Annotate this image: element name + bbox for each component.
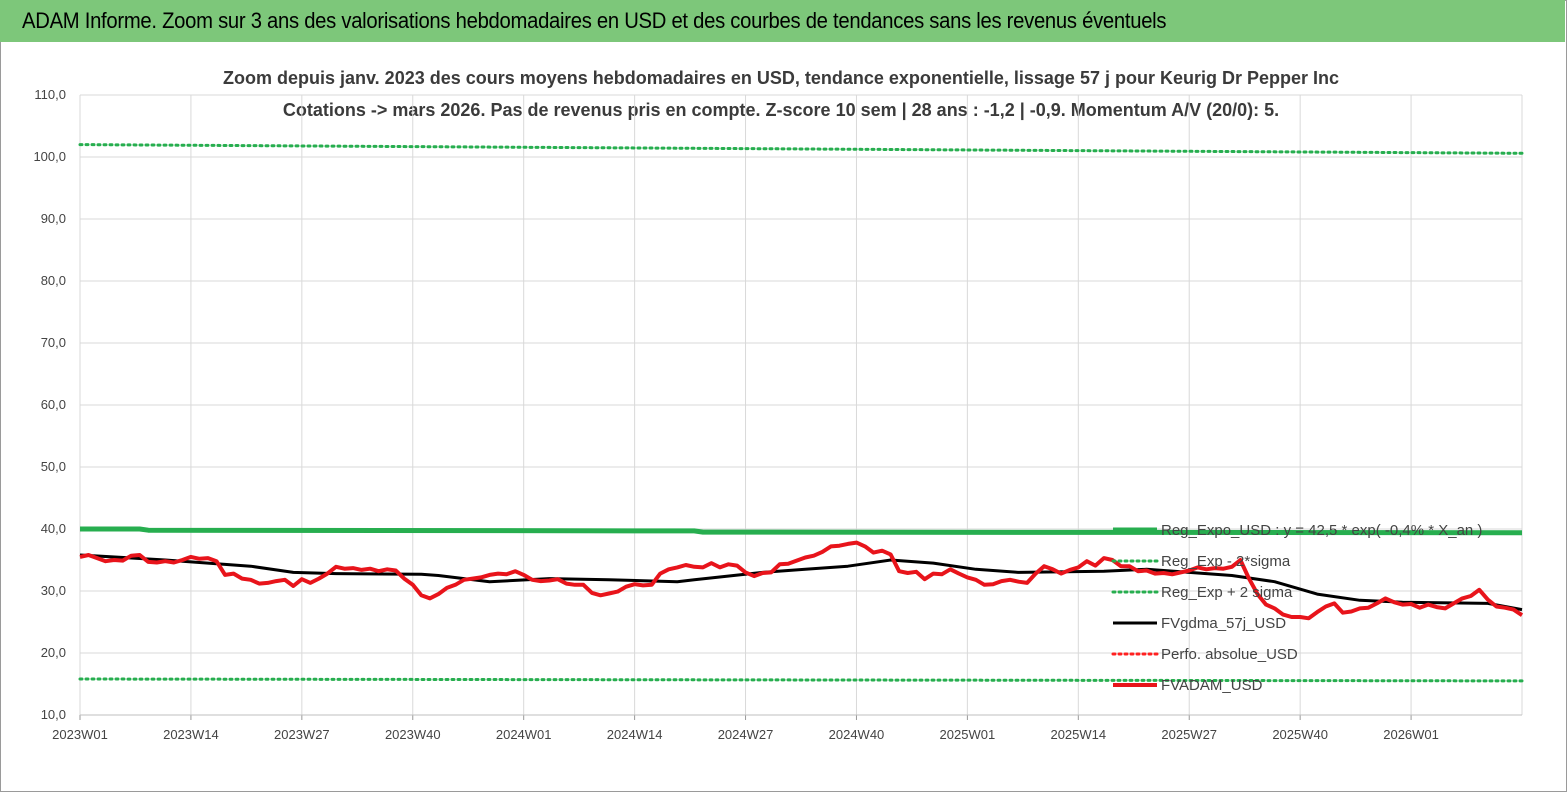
legend-label: Reg_Exp + 2 sigma	[1161, 584, 1293, 601]
legend-label: FVADAM_USD	[1161, 677, 1263, 694]
y-tick-label: 110,0	[34, 87, 66, 102]
y-tick-label: 50,0	[41, 459, 66, 474]
legend-label: FVgdma_57j_USD	[1161, 615, 1286, 632]
y-tick-label: 30,0	[41, 583, 66, 598]
x-tick-label: 2024W27	[718, 727, 774, 742]
x-tick-label: 2023W01	[52, 727, 108, 742]
series-line-2	[78, 143, 1524, 155]
x-tick-label: 2026W01	[1383, 727, 1439, 742]
x-tick-label: 2023W27	[274, 727, 330, 742]
legend-label: Reg_Exp - 2*sigma	[1161, 553, 1291, 570]
report-banner: ADAM Informe. Zoom sur 3 ans des valoris…	[0, 0, 1565, 42]
y-tick-label: 40,0	[41, 521, 66, 536]
series-line-1	[78, 677, 1524, 683]
x-tick-label: 2025W01	[940, 727, 996, 742]
series-line-3	[79, 553, 1523, 612]
y-tick-label: 20,0	[41, 645, 66, 660]
legend-label: Reg_Expo_USD : y = 42,5 * exp( -0,4% * X…	[1161, 522, 1482, 539]
x-tick-label: 2023W14	[163, 727, 219, 742]
x-tick-label: 2025W40	[1272, 727, 1328, 742]
chart-title-line1: Zoom depuis janv. 2023 des cours moyens …	[223, 68, 1339, 88]
y-tick-label: 70,0	[41, 335, 66, 350]
x-tick-label: 2024W14	[607, 727, 663, 742]
y-tick-label: 100,0	[33, 149, 66, 164]
series-line-0	[80, 526, 1523, 536]
series-line-5	[79, 540, 1524, 621]
x-tick-label: 2025W14	[1050, 727, 1106, 742]
legend-label: Perfo. absolue_USD	[1161, 646, 1298, 663]
x-tick-label: 2024W01	[496, 727, 552, 742]
x-tick-label: 2023W40	[385, 727, 441, 742]
line-chart: Zoom depuis janv. 2023 des cours moyens …	[33, 68, 1524, 742]
x-tick-label: 2025W27	[1161, 727, 1217, 742]
report-title: ADAM Informe. Zoom sur 3 ans des valoris…	[22, 8, 1167, 33]
y-tick-label: 90,0	[41, 211, 66, 226]
y-tick-label: 10,0	[41, 707, 66, 722]
y-tick-label: 60,0	[41, 397, 66, 412]
y-tick-label: 80,0	[41, 273, 66, 288]
chart-title-line2: Cotations -> mars 2026. Pas de revenus p…	[283, 100, 1279, 120]
x-tick-label: 2024W40	[829, 727, 885, 742]
